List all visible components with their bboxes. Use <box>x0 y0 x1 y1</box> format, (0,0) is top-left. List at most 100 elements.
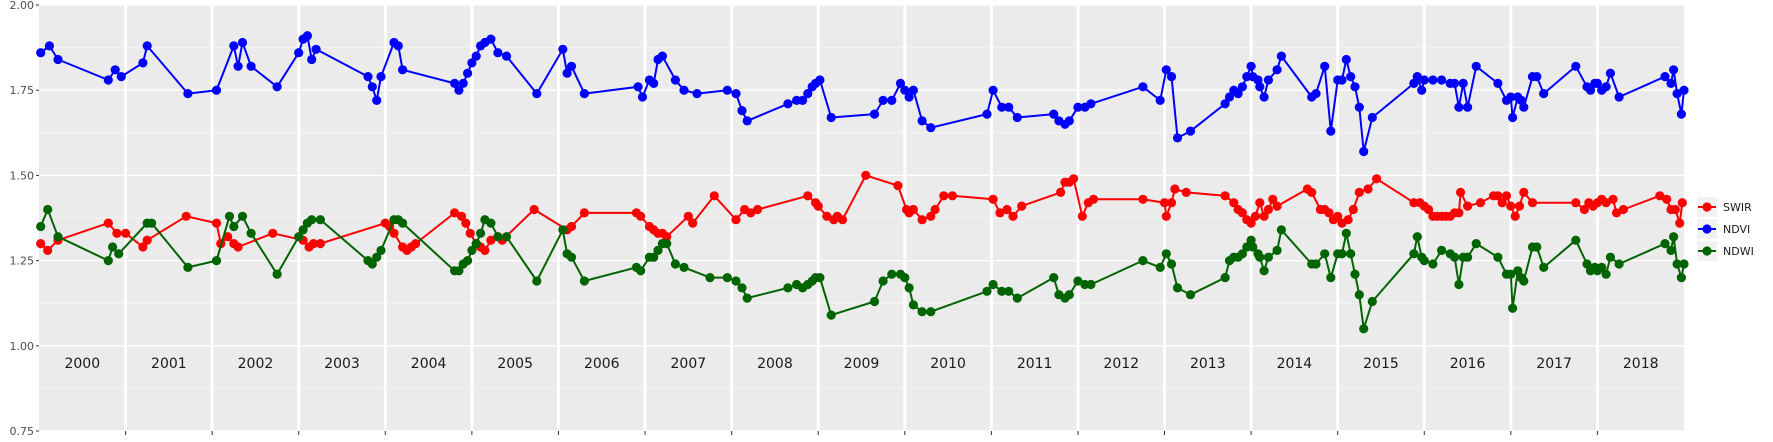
swir-point <box>1002 204 1012 215</box>
swir-point <box>1571 198 1581 208</box>
ndvi-point <box>649 78 659 88</box>
year-label: 2017 <box>1536 356 1572 372</box>
ndvi-point <box>988 85 998 95</box>
swir-point <box>1519 187 1529 197</box>
swir-legend-marker <box>1702 202 1712 212</box>
ndwi-point <box>147 218 157 228</box>
swir-point <box>995 208 1005 218</box>
ndvi-point <box>997 102 1007 112</box>
ndvi-point <box>982 109 992 119</box>
swir-point <box>529 204 539 215</box>
ndvi-point <box>926 123 936 133</box>
ndvi-point <box>579 89 590 99</box>
ndvi-point <box>1428 75 1438 85</box>
ndwi-legend-marker <box>1702 246 1712 256</box>
ndvi-point <box>1237 82 1247 92</box>
ndwi-point <box>315 215 325 225</box>
ndvi-point <box>458 78 468 88</box>
ndvi-point <box>36 48 46 58</box>
swir-point <box>688 218 698 228</box>
ndvi-point <box>1660 72 1670 82</box>
ndvi-point <box>558 44 568 54</box>
year-label: 2012 <box>1103 356 1139 372</box>
swir-point <box>1677 198 1687 208</box>
swir-point <box>939 191 949 201</box>
ndvi-point <box>1463 102 1473 112</box>
ndvi-point <box>1073 102 1083 112</box>
ndvi-point <box>1450 78 1460 88</box>
ndvi-point <box>1224 92 1235 102</box>
swir-point <box>1181 187 1191 197</box>
ndwi-point <box>1669 232 1679 242</box>
ndwi-point <box>224 211 235 221</box>
ndwi-point <box>705 273 715 283</box>
ndwi-point <box>1614 259 1624 269</box>
ndvi-point <box>1350 82 1360 92</box>
year-label: 2001 <box>151 356 187 372</box>
swir-point <box>683 211 693 221</box>
ndvi-point <box>1412 72 1422 82</box>
ndvi-point <box>1161 65 1171 75</box>
ndwi-point <box>917 307 927 317</box>
ndvi-point <box>246 61 256 71</box>
swir-point <box>411 239 421 249</box>
ndvi-point <box>1409 78 1419 88</box>
ndvi-point <box>463 68 473 78</box>
ndvi-legend-label: NDVI <box>1723 223 1750 236</box>
ndvi-point <box>1255 82 1265 92</box>
ndwi-point <box>636 266 646 276</box>
ndwi-point <box>1676 273 1686 283</box>
ndwi-point <box>1341 228 1351 238</box>
series-lines <box>36 31 1689 334</box>
ndvi-point <box>398 65 408 75</box>
ndwi-point <box>486 218 496 228</box>
ndvi-point <box>900 85 910 95</box>
swir-point <box>43 245 53 255</box>
ndvi-point <box>1326 126 1336 136</box>
swir-point <box>1655 191 1665 201</box>
y-tick-label: 2.00 <box>10 0 35 12</box>
ndvi-point <box>826 112 836 123</box>
ndwi-point <box>670 259 681 269</box>
swir-point <box>1272 201 1282 211</box>
swir-point <box>1008 211 1018 221</box>
ndvi-point <box>1246 61 1256 71</box>
ndvi-point <box>363 72 373 82</box>
ndvi-point <box>917 116 927 126</box>
swir-point <box>1324 208 1334 218</box>
ndwi-point <box>367 259 377 269</box>
ndvi-point <box>803 89 813 99</box>
ndwi-point <box>298 225 308 235</box>
ndvi-point <box>1166 72 1177 82</box>
ndwi-point <box>558 225 568 235</box>
ndvi-point <box>731 89 741 99</box>
ndvi-point <box>670 75 681 85</box>
swir-point <box>1463 201 1473 211</box>
ndvi-point <box>183 89 193 99</box>
ndvi-point <box>302 31 312 41</box>
ndvi-point <box>110 65 120 75</box>
ndvi-point <box>1346 72 1356 82</box>
ndwi-point <box>997 286 1007 296</box>
ndwi-point <box>679 262 689 272</box>
ndwi-point <box>183 262 193 272</box>
ndvi-point <box>815 75 825 85</box>
swir-point <box>450 208 460 218</box>
ndwi-point <box>1263 252 1273 262</box>
swir-point <box>930 204 940 215</box>
swir-point <box>988 194 998 204</box>
ndvi-point <box>692 89 702 99</box>
swir-point <box>1456 187 1466 197</box>
ndwi-point <box>1513 266 1523 276</box>
ndwi-point <box>294 232 304 242</box>
ndvi-point <box>44 41 55 51</box>
ndvi-point <box>1337 75 1347 85</box>
ndvi-point <box>1471 61 1481 71</box>
swir-point <box>1372 174 1382 184</box>
swir-point <box>1268 194 1278 204</box>
year-label: 2008 <box>757 356 793 372</box>
ndvi-legend-marker <box>1702 224 1712 234</box>
swir-point <box>1017 201 1027 211</box>
ndvi-point <box>493 48 503 58</box>
ndvi-point <box>294 48 304 58</box>
